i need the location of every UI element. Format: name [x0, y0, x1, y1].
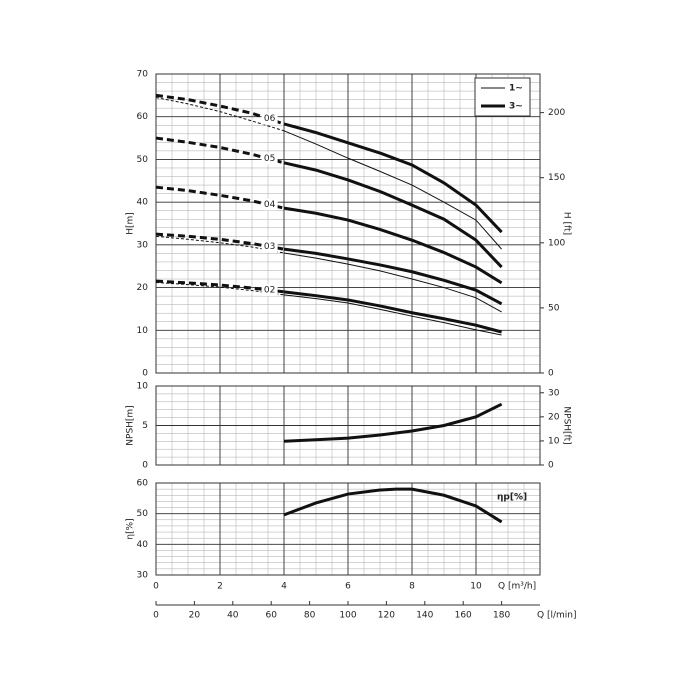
curve-label: 02: [264, 285, 275, 295]
plot-frame: [155, 73, 541, 374]
pump-curve: [283, 206, 503, 285]
y-tick-label: 20: [137, 283, 149, 293]
y2-tick-label: 0: [548, 369, 554, 379]
legend-label: 1~: [509, 84, 523, 94]
y-tick-label: 40: [137, 540, 149, 550]
x-tick-label: 4: [281, 582, 287, 592]
y-tick-label: 70: [137, 70, 149, 80]
y-tick-label: 0: [142, 461, 148, 471]
y-tick-label: 50: [137, 155, 149, 165]
y2-axis-label: NPSH[ft]: [562, 406, 572, 444]
y-tick-label: 50: [137, 509, 149, 519]
y-tick-label: 0: [142, 369, 148, 379]
y-tick-label: 5: [142, 421, 148, 431]
y2-tick-label: 10: [548, 436, 560, 446]
series-line: [283, 402, 503, 443]
y-tick-label: 60: [137, 479, 149, 489]
curve-label: 05: [264, 154, 275, 164]
x2-tick-label: 20: [189, 611, 201, 621]
x-tick-label: 8: [409, 582, 415, 592]
series-line: [283, 487, 503, 524]
x-tick-label: 0: [153, 582, 159, 592]
y2-tick-label: 100: [548, 238, 565, 248]
x2-tick-label: 60: [265, 611, 277, 621]
y-tick-label: 30: [137, 240, 149, 250]
curve-label: 03: [264, 242, 275, 252]
y2-tick-label: 20: [548, 412, 560, 422]
y2-tick-label: 200: [548, 108, 565, 118]
y2-tick-label: 30: [548, 388, 560, 398]
x2-tick-label: 180: [493, 611, 510, 621]
x-tick-label: 6: [345, 582, 351, 592]
plot-frame: [155, 482, 541, 576]
x2-tick-label: 140: [416, 611, 433, 621]
y-tick-label: 10: [137, 326, 149, 336]
legend-label: 3~: [509, 102, 523, 112]
pump-curve: [283, 290, 502, 334]
y2-tick-label: 0: [548, 461, 554, 471]
x-tick-label: 10: [470, 582, 482, 592]
curve-label: 06: [264, 114, 276, 124]
x-axis-label: Q [m³/h]: [498, 582, 536, 592]
x-tick-label: 2: [217, 582, 223, 592]
pump-curve: [283, 247, 503, 306]
y-tick-label: 40: [137, 198, 149, 208]
x2-tick-label: 100: [339, 611, 356, 621]
x2-tick-label: 0: [153, 611, 159, 621]
pump-curve: [283, 130, 502, 250]
y-tick-label: 60: [137, 112, 149, 122]
label-bg: [261, 198, 278, 211]
x2-tick-label: 120: [378, 611, 395, 621]
pump-curve: [283, 294, 502, 336]
x2-tick-label: 160: [455, 611, 472, 621]
x2-tick-label: 40: [227, 611, 239, 621]
y-axis-label: η[%]: [126, 518, 136, 539]
pump-curve: [283, 161, 503, 269]
pump-curve: [283, 252, 502, 313]
y2-tick-label: 150: [548, 173, 565, 183]
label-bg: [261, 152, 278, 165]
y-axis-label: H[m]: [126, 212, 136, 235]
x2-axis-label: Q [l/min]: [537, 611, 576, 621]
annotation: ηp[%]: [497, 493, 527, 503]
label-bg: [261, 240, 278, 253]
y2-axis-label: H [ft]: [562, 212, 572, 235]
plot-frame: [155, 385, 541, 466]
x2-tick-label: 80: [304, 611, 316, 621]
y-tick-label: 30: [137, 571, 149, 581]
y2-tick-label: 50: [548, 303, 560, 313]
y-tick-label: 10: [137, 382, 149, 392]
y-axis-label: NPSH[m]: [126, 405, 136, 445]
label-bg: [261, 283, 278, 296]
curve-label: 04: [264, 200, 276, 210]
pump-curve: [283, 122, 503, 234]
legend-box: [474, 77, 531, 117]
label-bg: [261, 112, 278, 125]
